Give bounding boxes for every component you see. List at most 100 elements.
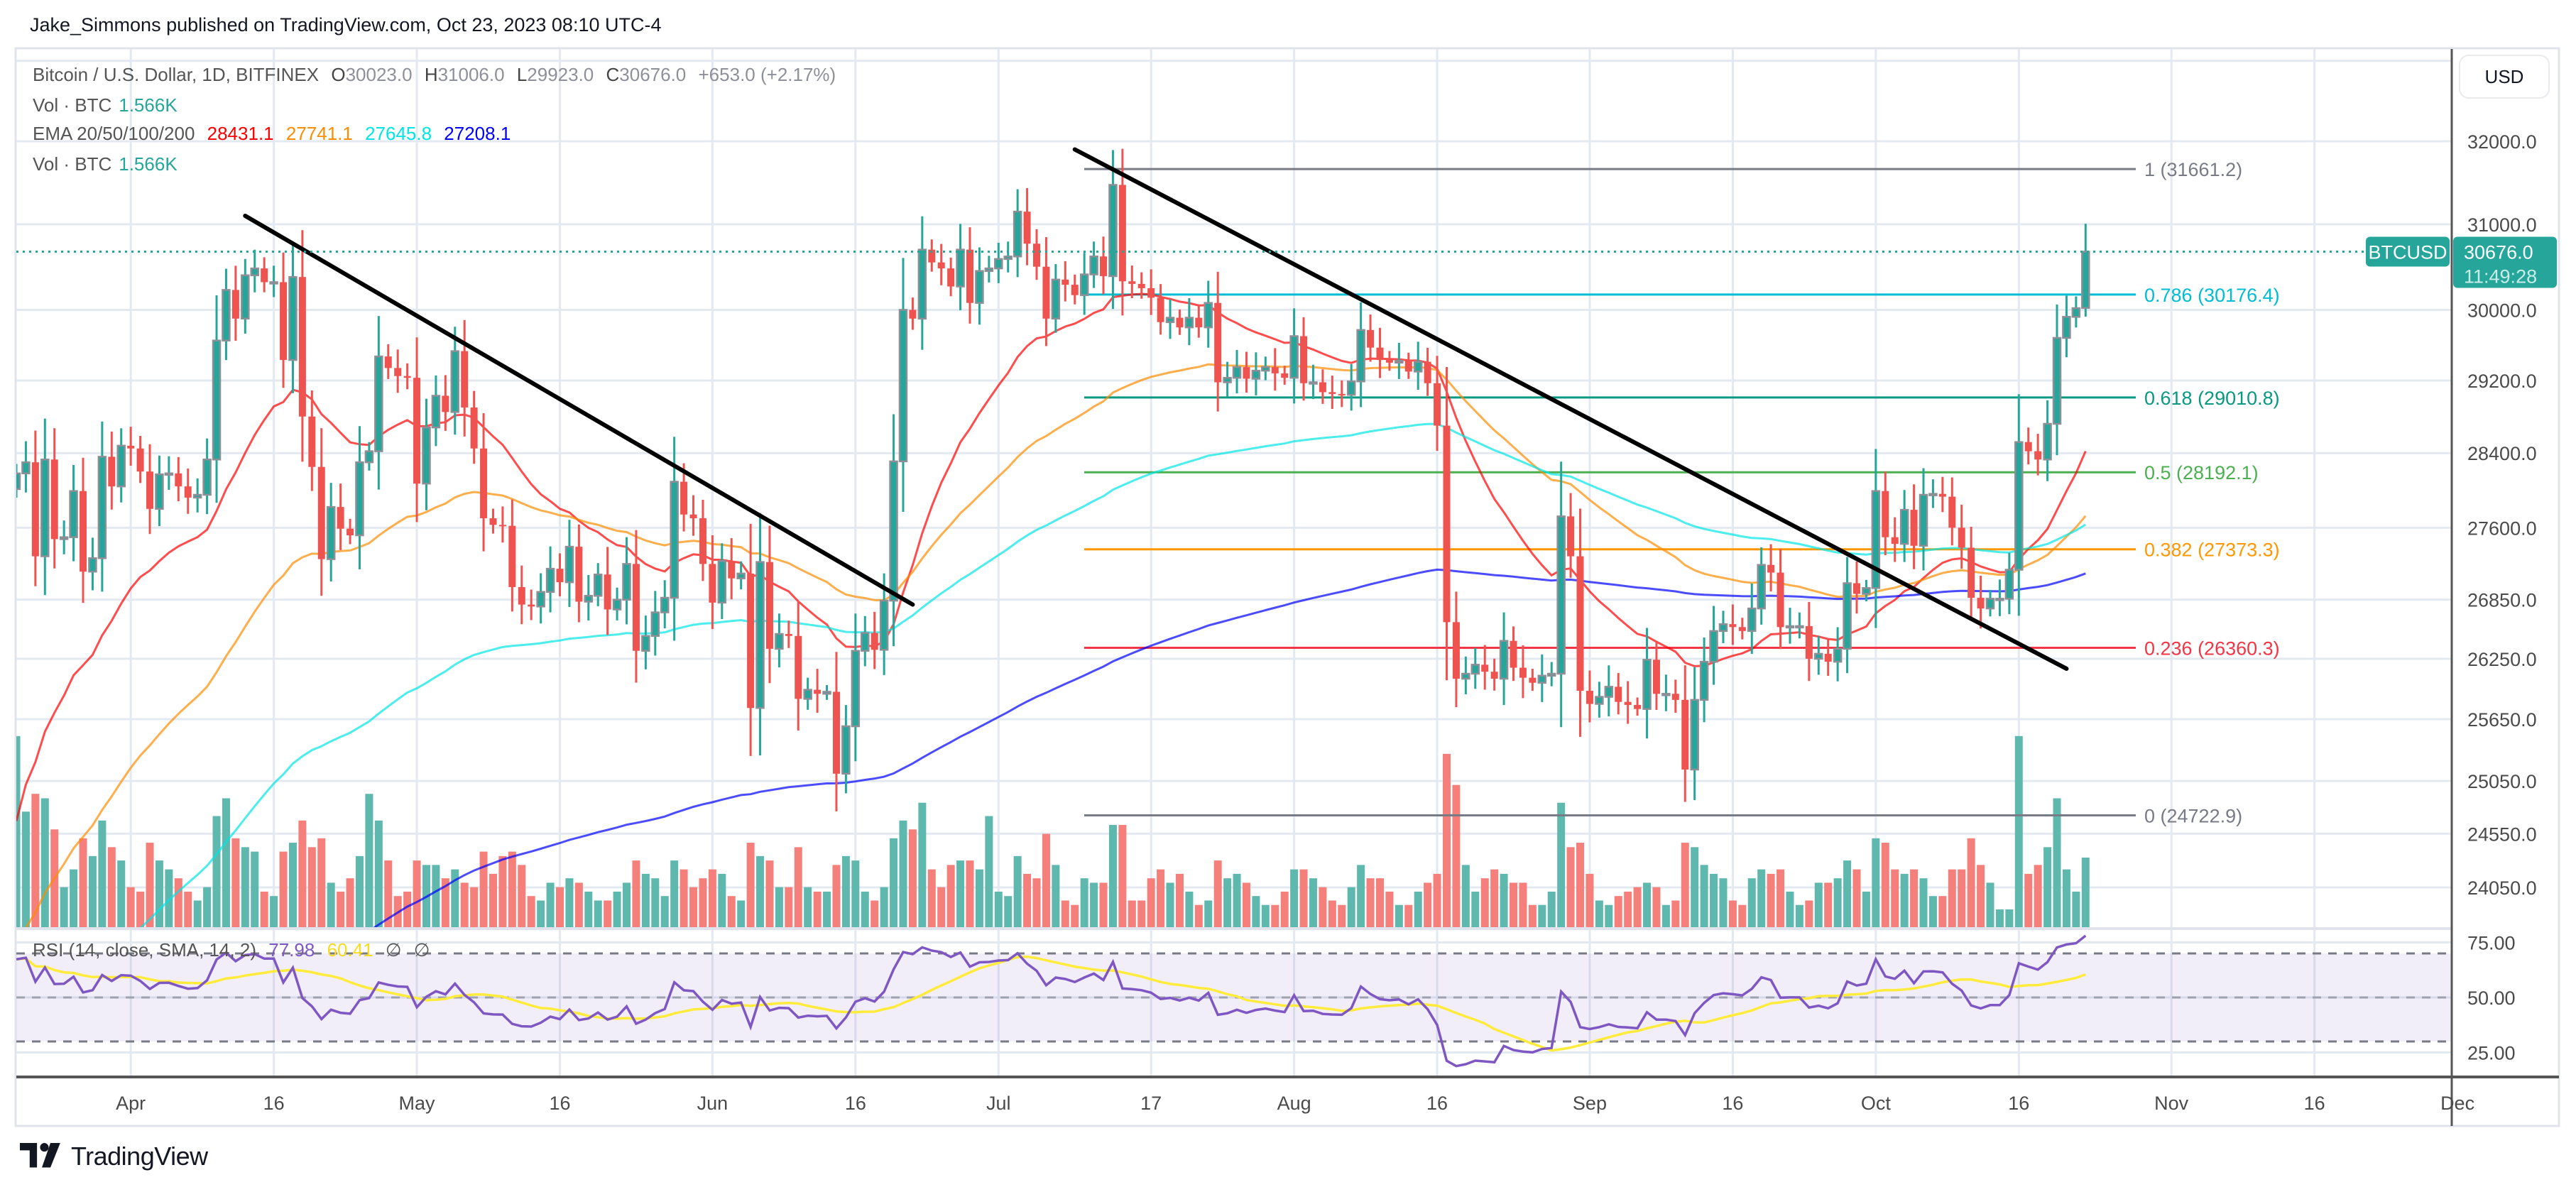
candle: [1461, 656, 1470, 694]
candle-body: [2024, 442, 2032, 452]
candle-body: [1852, 583, 1860, 594]
candle-body: [1624, 701, 1632, 705]
candle-body: [422, 426, 431, 485]
candle-body: [584, 595, 594, 603]
candle: [212, 295, 222, 503]
candle-body: [795, 635, 802, 699]
volume-bar: [1738, 904, 1747, 927]
candle: [470, 390, 478, 464]
candle-body: [346, 528, 354, 536]
candle-body: [851, 650, 861, 728]
candle-body: [470, 407, 478, 449]
volume-bar: [899, 820, 907, 927]
candle-body: [545, 567, 555, 594]
candle-body: [250, 267, 259, 277]
candle: [670, 437, 679, 641]
candle: [136, 435, 144, 483]
candle-body: [50, 459, 58, 540]
rsi-legend[interactable]: RSI (14, close, SMA, 14, 2) 77.98 60.41 …: [33, 939, 437, 961]
volume-bar: [765, 860, 774, 927]
candle-body: [1757, 564, 1766, 610]
candle-body: [2071, 307, 2081, 318]
volume-bar: [1995, 909, 2004, 927]
volume-bar: [775, 887, 783, 927]
rsi-axis[interactable]: 75.00 50.00 25.00: [2467, 933, 2516, 1064]
rsi-extra-2: ∅: [413, 939, 430, 961]
candle-body: [575, 547, 583, 602]
candle: [2004, 552, 2014, 615]
rsi-line: [16, 934, 2087, 1068]
time-axis[interactable]: Apr 16 May 16 Jun 16 Jul 17 Aug 16 Sep 16 Oct 16 Nov 16…: [116, 1093, 2474, 1114]
volume-bars: [16, 735, 2090, 927]
candle: [1709, 606, 1718, 685]
candle: [1519, 645, 1527, 699]
candle-body: [1108, 184, 1118, 278]
volume-bar: [1166, 882, 1174, 927]
candle-body: [879, 599, 889, 651]
candle: [1634, 697, 1642, 716]
candle-body: [775, 633, 784, 650]
candle: [16, 464, 21, 498]
candle: [1176, 309, 1184, 335]
legend-volume-row[interactable]: Vol · BTC 1.566K: [33, 94, 185, 116]
volume-bar: [470, 887, 479, 927]
volume-bar: [40, 798, 49, 927]
candle: [1404, 352, 1412, 379]
candle: [593, 563, 603, 606]
volume-bar: [1461, 865, 1470, 927]
rsi-extra-1: ∅: [385, 939, 402, 961]
volume-bar: [337, 891, 345, 927]
volume-bar: [1862, 891, 1870, 927]
fib-retracement[interactable]: 1 (31661.2) 0.786 (30176.4) 0.618 (29010.8…: [1084, 159, 2280, 826]
volume-bar: [1728, 900, 1737, 927]
candle: [966, 227, 973, 324]
legend-ema-row[interactable]: EMA 20/50/100/200 28431.1 27741.1 27645.…: [33, 123, 518, 145]
rsi-tick-label: 25.00: [2467, 1043, 2516, 1064]
candle: [202, 438, 212, 515]
candle: [709, 535, 716, 630]
price-tick-label: 25650.0: [2467, 709, 2537, 731]
volume-bar: [1833, 878, 1842, 927]
volume-bar: [1385, 891, 1394, 927]
candle-body: [1157, 297, 1164, 322]
candle-body: [127, 445, 135, 449]
candle-body: [1537, 674, 1547, 684]
candle-body: [146, 471, 154, 509]
legend-volume-row-2[interactable]: Vol · BTC 1.566K: [33, 153, 185, 175]
candle: [69, 465, 78, 562]
candle-body: [889, 460, 898, 602]
volume-bar: [1490, 869, 1499, 927]
candle-body: [1319, 382, 1326, 393]
volume-bar: [1843, 860, 1852, 927]
candle-body: [898, 309, 908, 463]
volume-bar: [21, 811, 30, 927]
candle-body: [1452, 622, 1460, 679]
candle: [1624, 681, 1632, 724]
publisher-title: Jake_Simmons published on TradingView.co…: [30, 14, 662, 35]
tradingview-logo[interactable]: TradingView: [20, 1142, 208, 1171]
volume-bar: [1023, 873, 1032, 927]
trendlines[interactable]: [243, 147, 2069, 671]
candle-body: [1529, 677, 1537, 683]
volume-bar: [1375, 878, 1384, 927]
volume-bar: [1128, 900, 1136, 927]
volume-bar: [1510, 882, 1518, 927]
candle: [1108, 150, 1118, 310]
candle: [317, 428, 325, 596]
candle: [231, 266, 239, 341]
candle: [575, 524, 583, 623]
candle-body: [1843, 582, 1852, 650]
candle-body: [832, 691, 840, 774]
candle: [1490, 658, 1498, 691]
volume-bar: [841, 855, 850, 927]
volume-bar: [785, 887, 793, 927]
candle: [1567, 493, 1575, 578]
volume-bar: [1777, 869, 1785, 927]
rsi-label: RSI (14, close, SMA, 14, 2): [33, 939, 257, 961]
volume-bar: [2034, 865, 2042, 927]
candle-body: [528, 604, 535, 607]
rsi-tick-label: 50.00: [2467, 988, 2516, 1009]
currency-button[interactable]: USD: [2459, 55, 2550, 99]
price-axis[interactable]: 32000.0 31000.0 30000.0 29200.0 28400.0 27600…: [2467, 131, 2537, 899]
